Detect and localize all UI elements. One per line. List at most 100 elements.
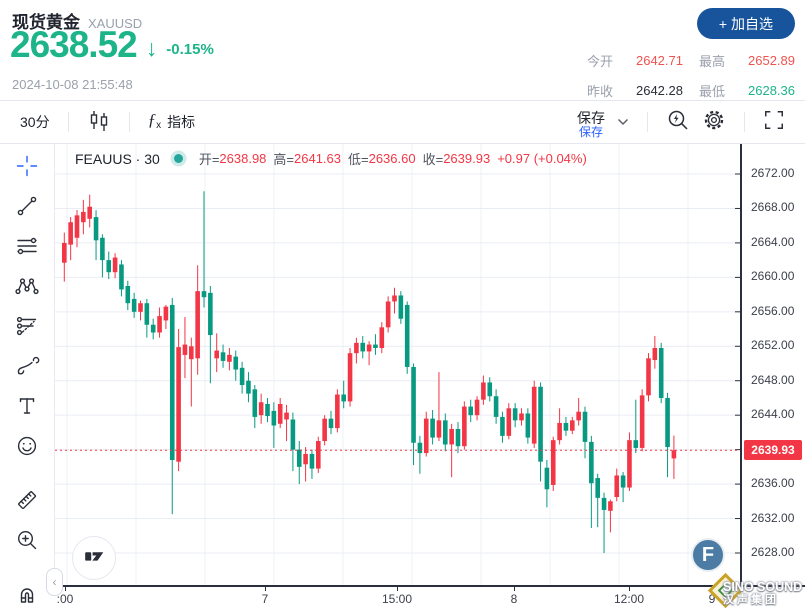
price-tick-label: 2660.00: [751, 269, 795, 284]
tradingview-mark-icon: [81, 543, 107, 574]
candle: [576, 411, 581, 421]
candle: [468, 406, 473, 416]
forecast-tool-button[interactable]: [13, 314, 41, 342]
chart-type-candles-button[interactable]: [81, 104, 117, 141]
sino-sound-watermark: SINO SOUND 汉声集团: [723, 581, 802, 607]
zoom-in-tool-button[interactable]: [13, 528, 41, 556]
settings-button[interactable]: [696, 104, 732, 141]
xabcd-pattern-icon: [14, 273, 40, 304]
last-price: 2638.52: [10, 24, 138, 65]
measure-tool-button[interactable]: [13, 488, 41, 516]
candle: [112, 257, 118, 273]
price-tick-label: 2644.00: [751, 407, 795, 422]
add-watchlist-button[interactable]: + 加自选: [696, 8, 795, 39]
ruler-icon: [14, 487, 40, 518]
candle: [252, 389, 258, 417]
time-tick-mark: [265, 587, 266, 591]
candle: [87, 206, 92, 219]
status-dot-icon: [173, 154, 183, 163]
candle: [506, 408, 512, 436]
text-tool-button[interactable]: [13, 394, 41, 422]
f-brand-logo: F: [691, 538, 725, 572]
time-axis[interactable]: :00 7 15:00 8 12:00 9: [0, 585, 805, 612]
save-button[interactable]: 保存 保存: [571, 101, 635, 143]
candle: [455, 428, 461, 447]
interval-button[interactable]: 30分: [20, 114, 50, 130]
fullscreen-button[interactable]: [757, 105, 791, 140]
toolbar-separator: [744, 112, 745, 132]
indicators-label: 指标: [167, 114, 196, 130]
candle: [68, 222, 73, 245]
chevron-down-icon[interactable]: [617, 118, 629, 126]
time-tick-mark: [65, 587, 66, 591]
candle: [404, 304, 410, 367]
forecast-icon: [14, 313, 40, 344]
candle: [182, 344, 188, 355]
magnet-tool-button[interactable]: [13, 582, 41, 610]
candle: [93, 217, 99, 241]
candle: [423, 418, 429, 454]
price-axis[interactable]: 2639.93 2672.00 2668.00 2664.00 2660.00 2656…: [740, 144, 805, 585]
candle: [493, 396, 499, 417]
candle: [557, 422, 562, 441]
tradingview-logo[interactable]: [72, 536, 116, 580]
crosshair-icon: [14, 153, 40, 184]
candle: [633, 440, 639, 448]
candle: [601, 497, 607, 510]
time-tick-label: :00: [56, 592, 74, 606]
quick-search-button[interactable]: [660, 104, 696, 141]
toolbar-separator: [128, 112, 130, 132]
candle: [531, 386, 537, 444]
fib-retracement-tool-button[interactable]: [13, 234, 41, 262]
time-tick-label: 7: [261, 592, 269, 606]
candle: [169, 304, 175, 460]
candle: [214, 350, 219, 359]
candle: [189, 346, 194, 360]
candle: [614, 475, 620, 498]
toolbar-separator: [647, 112, 648, 132]
candle: [195, 291, 200, 359]
candle: [544, 467, 550, 490]
candle: [119, 264, 124, 290]
candle: [220, 352, 226, 361]
chart-area[interactable]: [55, 144, 740, 585]
candlestick-chart[interactable]: [55, 144, 740, 585]
pattern-tool-button[interactable]: [13, 274, 41, 302]
crosshair-tool-button[interactable]: [13, 154, 41, 182]
price-change-percent: -0.15%: [166, 40, 214, 58]
quote-timestamp: 2024-10-08 21:55:48: [12, 77, 133, 92]
candle: [652, 347, 658, 361]
quick-search-icon: [666, 108, 690, 137]
price-tick-label: 2632.00: [751, 510, 795, 525]
price-tick-label: 2628.00: [751, 545, 795, 559]
brush-tool-button[interactable]: [13, 354, 41, 382]
candle: [392, 295, 397, 302]
candle: [665, 397, 670, 448]
candle: [487, 382, 493, 397]
candle: [411, 366, 416, 443]
candle: [347, 353, 353, 402]
price-down-arrow-icon: ↓: [145, 34, 158, 61]
candlestick-icon: [87, 108, 111, 137]
trend-line-tool-button[interactable]: [13, 194, 41, 222]
candle: [550, 440, 556, 485]
candle: [462, 406, 467, 447]
emoji-tool-button[interactable]: [13, 434, 41, 462]
candle: [373, 344, 378, 348]
quote-header: 现货黄金 XAUUSD 2638.52 ↓ -0.15% 2024-10-08 …: [0, 0, 805, 100]
candle: [150, 324, 156, 333]
candle: [271, 410, 277, 426]
candle: [239, 367, 245, 386]
collapse-toolbar-handle[interactable]: ‹: [46, 568, 63, 596]
candle: [646, 358, 651, 396]
trend-line-icon: [14, 193, 40, 224]
candle: [449, 428, 454, 445]
candle: [227, 354, 232, 362]
instrument-symbol: XAUUSD: [88, 16, 143, 31]
candle: [106, 260, 112, 273]
candle: [360, 342, 366, 352]
text-icon: [14, 393, 40, 424]
candle: [233, 356, 239, 370]
